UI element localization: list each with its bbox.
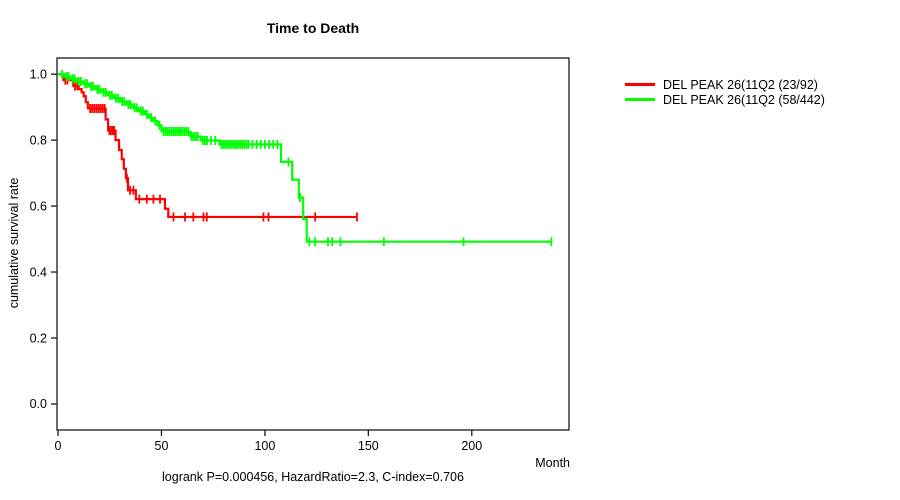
y-tick-label: 0.2 xyxy=(30,331,47,345)
legend: DEL PEAK 26(11Q2 (23/92) DEL PEAK 26(11Q… xyxy=(625,77,825,107)
legend-line-green xyxy=(625,98,655,101)
y-tick-label: 0.4 xyxy=(30,265,47,279)
x-tick-label: 0 xyxy=(55,439,62,453)
x-tick-label: 150 xyxy=(358,439,379,453)
legend-item-red: DEL PEAK 26(11Q2 (23/92) xyxy=(625,77,825,92)
y-tick-label: 0.8 xyxy=(30,133,47,147)
stats-caption: logrank P=0.000456, HazardRatio=2.3, C-i… xyxy=(162,470,464,484)
y-tick-label: 1.0 xyxy=(30,67,47,81)
x-axis-label: Month xyxy=(535,456,570,470)
y-tick-label: 0.0 xyxy=(30,397,47,411)
x-tick-label: 100 xyxy=(254,439,275,453)
plot-border xyxy=(56,57,570,431)
x-tick-label: 200 xyxy=(461,439,482,453)
legend-label-green: DEL PEAK 26(11Q2 (58/442) xyxy=(663,92,825,107)
survival-curve-1 xyxy=(58,73,552,243)
legend-label-red: DEL PEAK 26(11Q2 (23/92) xyxy=(663,77,818,92)
x-tick-label: 50 xyxy=(155,439,169,453)
chart-title: Time to Death xyxy=(266,20,360,36)
legend-line-red xyxy=(625,83,655,86)
legend-item-green: DEL PEAK 26(11Q2 (58/442) xyxy=(625,92,825,107)
y-tick-label: 0.6 xyxy=(30,199,47,213)
